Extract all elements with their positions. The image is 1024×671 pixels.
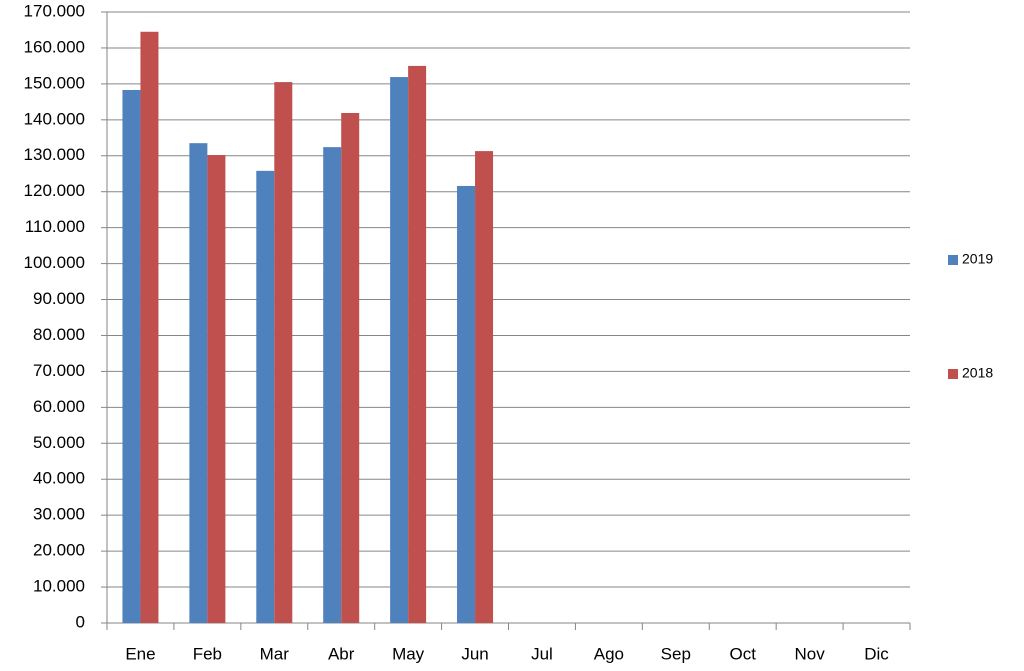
bar [323, 147, 342, 623]
y-tick-label: 130.000 [24, 145, 85, 164]
bar [122, 89, 141, 623]
y-tick-label: 30.000 [33, 505, 85, 524]
x-tick-label: Nov [795, 644, 826, 663]
y-tick-label: 50.000 [33, 433, 85, 452]
y-tick-label: 140.000 [24, 109, 85, 128]
y-tick-label: 0 [76, 612, 85, 631]
bar [341, 112, 360, 624]
y-tick-label: 80.000 [33, 325, 85, 344]
bar [140, 31, 159, 624]
y-tick-label: 160.000 [24, 37, 85, 56]
x-tick-label: Jun [461, 644, 488, 663]
y-tick-label: 110.000 [25, 217, 85, 236]
x-tick-label: Mar [260, 644, 290, 663]
y-tick-label: 120.000 [24, 181, 85, 200]
bar [207, 155, 226, 623]
y-tick-label: 100.000 [24, 253, 85, 272]
x-tick-label: Jul [531, 644, 553, 663]
bar [457, 185, 476, 623]
y-tick-label: 10.000 [33, 577, 85, 596]
x-tick-label: Ene [125, 644, 155, 663]
x-tick-label: Feb [193, 644, 222, 663]
x-tick-label: Ago [594, 644, 624, 663]
legend-swatch [948, 255, 958, 265]
bar [408, 65, 427, 624]
bar [256, 170, 275, 624]
x-tick-label: May [392, 644, 425, 663]
y-tick-label: 20.000 [33, 541, 85, 560]
legend-label: 2019 [962, 251, 993, 267]
y-tick-label: 90.000 [33, 289, 85, 308]
y-tick-label: 70.000 [33, 361, 85, 380]
y-tick-label: 60.000 [33, 397, 85, 416]
x-tick-label: Dic [864, 644, 889, 663]
bar [390, 77, 409, 623]
bar [475, 151, 494, 623]
y-tick-label: 40.000 [33, 469, 85, 488]
y-tick-label: 170.000 [24, 1, 85, 20]
y-tick-label: 150.000 [24, 73, 85, 92]
bar [274, 82, 293, 623]
x-tick-label: Sep [661, 644, 691, 663]
x-tick-label: Abr [328, 644, 355, 663]
x-tick-label: Oct [729, 644, 756, 663]
bar [189, 143, 208, 623]
legend-swatch [948, 369, 958, 379]
legend-label: 2018 [962, 365, 993, 381]
